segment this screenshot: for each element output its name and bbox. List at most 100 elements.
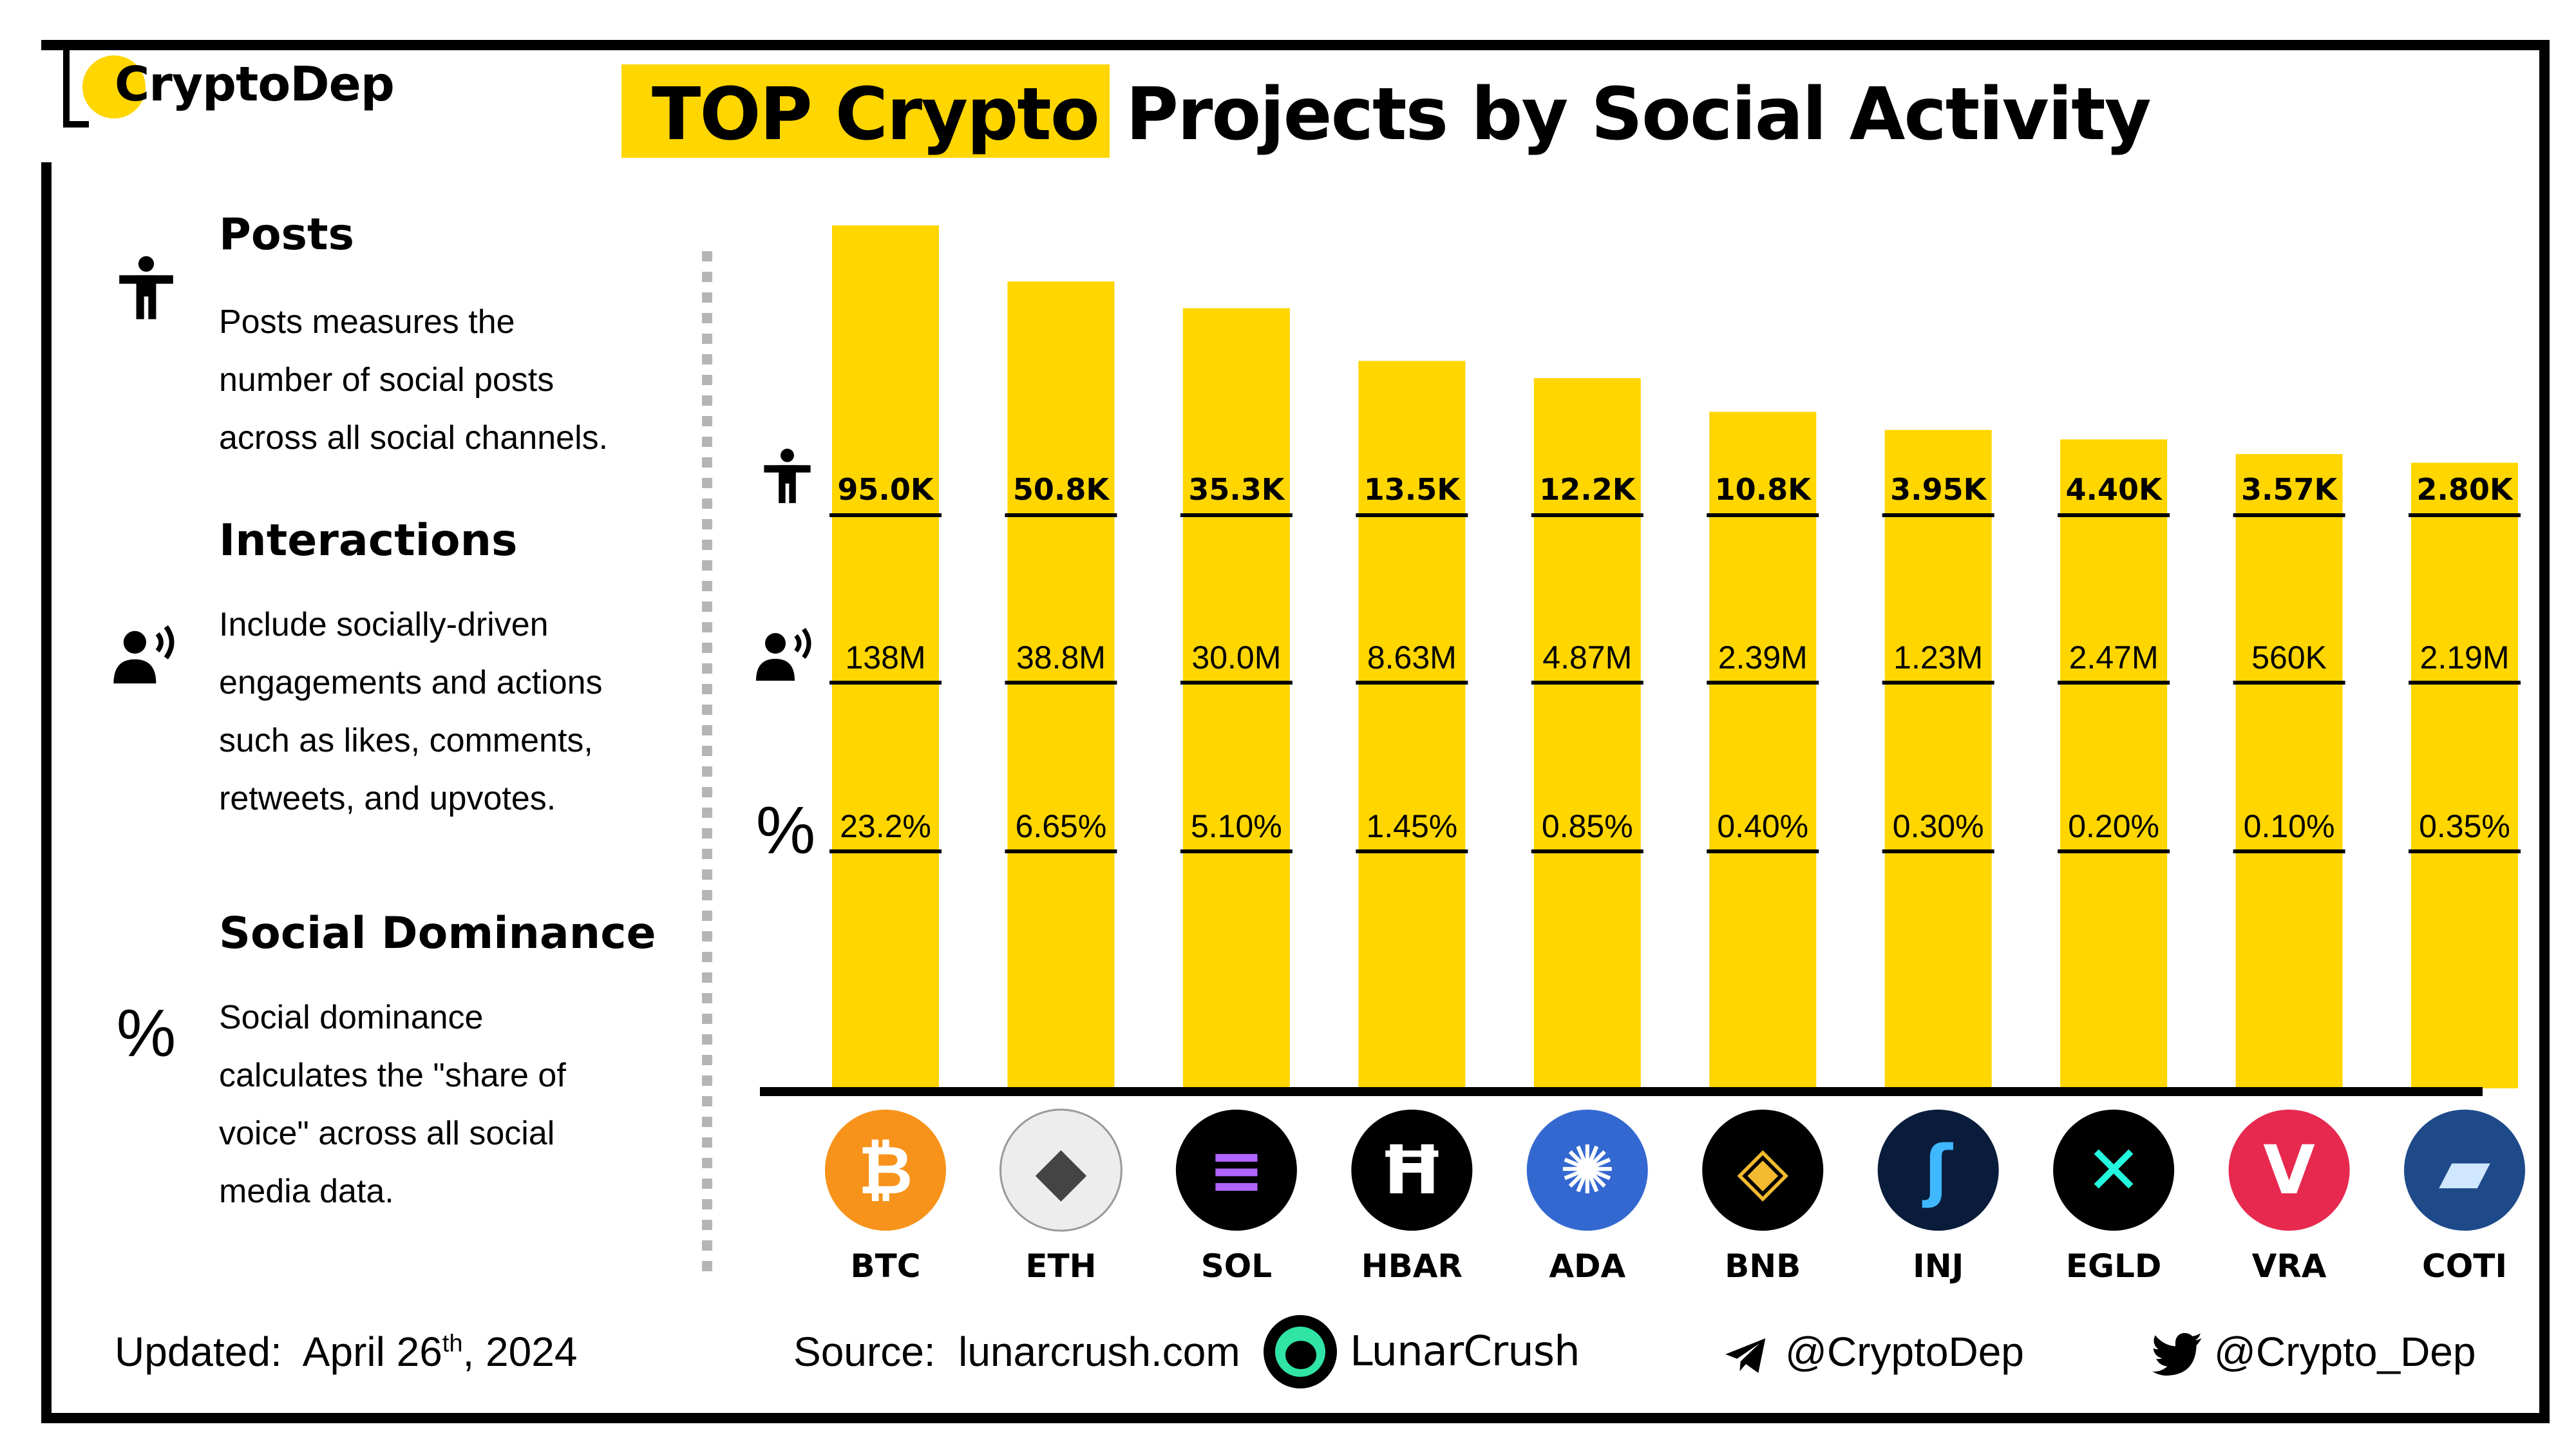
data-label-posts: 12.2K: [1539, 472, 1636, 507]
data-label-posts: 35.3K: [1188, 472, 1285, 507]
data-label-social-dominance: 0.85%: [1542, 808, 1633, 844]
bnb-icon: ◈: [1702, 1110, 1824, 1231]
legend-desc-dominance: Social dominance calculates the "share o…: [219, 989, 631, 1220]
data-label-social-dominance: 23.2%: [840, 808, 931, 844]
coin-badge: [2404, 1110, 2525, 1231]
legend-desc-posts: Posts measures the number of social post…: [219, 293, 631, 467]
bar-eth: [1007, 281, 1115, 1089]
logo-bracket: [63, 45, 89, 128]
data-label-posts: 10.8K: [1715, 472, 1812, 507]
coin-glyph: Ħ: [1379, 1131, 1444, 1209]
coin-glyph: ◈: [1737, 1131, 1788, 1209]
cardano-icon: ✺: [1526, 1110, 1648, 1231]
tick-label-hbar: HBAR: [1361, 1247, 1463, 1285]
data-label-social-dominance: 0.40%: [1717, 808, 1808, 844]
data-label-social-dominance: 0.10%: [2244, 808, 2335, 844]
telegram-handle[interactable]: @CryptoDep: [1785, 1329, 2024, 1375]
legend-title-dominance: Social Dominance: [219, 908, 656, 959]
source-label: Source:: [793, 1329, 936, 1375]
tick-label-sol: SOL: [1201, 1247, 1272, 1285]
data-label-interactions: 38.8M: [1016, 639, 1106, 676]
coin-badge: [1526, 1110, 1648, 1231]
speaking-person-icon: [113, 625, 175, 684]
legend-line: Social dominance: [219, 999, 484, 1036]
legend-line: engagements and actions: [219, 664, 603, 701]
coti-icon: ▰: [2404, 1110, 2525, 1231]
coin-badge: [1351, 1110, 1473, 1231]
coin-glyph: ▰: [2439, 1131, 2490, 1209]
multiversx-icon: ✕: [2053, 1110, 2175, 1231]
tick-label-ada: ADA: [1549, 1247, 1625, 1285]
verasity-icon: V: [2228, 1110, 2350, 1231]
updated-date-suffix: th: [442, 1330, 463, 1358]
injective-icon: ʃ: [1877, 1110, 1999, 1231]
coin-glyph: ʃ: [1922, 1131, 1953, 1209]
coin-badge: [825, 1110, 946, 1231]
bar-ada: [1533, 378, 1641, 1089]
coin-glyph: ₿: [858, 1131, 913, 1209]
data-label-interactions: 1.23M: [1893, 639, 1983, 676]
data-label-social-dominance: 0.30%: [1893, 808, 1984, 844]
data-label-social-dominance: 1.45%: [1366, 808, 1457, 844]
coin-badge: [1877, 1110, 1999, 1231]
updated-label: Updated:: [115, 1329, 282, 1375]
twitter-handle[interactable]: @Crypto_Dep: [2214, 1329, 2476, 1375]
ethereum-icon: ◆: [999, 1108, 1122, 1232]
data-label-interactions: 2.47M: [2069, 639, 2159, 676]
row-icons: %: [756, 448, 815, 868]
tick-label-bnb: BNB: [1725, 1247, 1801, 1285]
data-label-social-dominance: 0.20%: [2068, 808, 2159, 844]
legend-line: voice" across all social: [219, 1115, 555, 1152]
coin-glyph: ✺: [1559, 1131, 1615, 1209]
coin-glyph: V: [2263, 1131, 2315, 1209]
telegram-icon: [1725, 1338, 1766, 1373]
data-label-posts: 4.40K: [2066, 472, 2163, 507]
source-note: Source: lunarcrush.com: [793, 1328, 1240, 1376]
row-icon-interactions: [756, 627, 811, 681]
legend-line: media data.: [219, 1173, 394, 1210]
legend-line: Include socially-driven: [219, 606, 549, 643]
legend-line: retweets, and upvotes.: [219, 780, 556, 817]
coin-glyph: ✕: [2086, 1131, 2142, 1209]
coin-glyph: ≡: [1208, 1131, 1264, 1209]
bar-sol: [1182, 308, 1290, 1088]
legend-title-posts: Posts: [219, 209, 355, 260]
coin-badge: [1702, 1110, 1824, 1231]
bar-coti: [2411, 462, 2518, 1088]
data-label-posts: 2.80K: [2416, 472, 2514, 507]
bar-egld: [2060, 439, 2168, 1088]
tick-label-egld: EGLD: [2066, 1247, 2162, 1285]
data-label-interactions: 4.87M: [1542, 639, 1632, 676]
border-frame-left: [41, 162, 52, 1423]
data-label-interactions: 8.63M: [1367, 639, 1457, 676]
data-label-posts: 3.95K: [1890, 472, 1987, 507]
page-title: Projects by Social Activity: [1126, 73, 2152, 156]
tick-label-btc: BTC: [851, 1247, 921, 1285]
bar-inj: [1884, 430, 1992, 1088]
lunarcrush-icon: [1264, 1315, 1337, 1388]
bitcoin-icon: ₿: [825, 1110, 946, 1231]
tick-label-coti: COTI: [2422, 1247, 2507, 1285]
title-highlight: [621, 64, 1110, 158]
coin-badge: [1175, 1110, 1297, 1231]
border-frame: [41, 40, 2550, 1423]
row-icon-posts: [764, 448, 811, 504]
legend-title-interactions: Interactions: [219, 515, 518, 566]
person-icon: [119, 256, 173, 319]
bar-hbar: [1358, 361, 1466, 1088]
bar-bnb: [1709, 412, 1817, 1089]
tick-label-eth: ETH: [1025, 1247, 1096, 1285]
data-label-interactions: 2.19M: [2420, 639, 2510, 676]
data-label-interactions: 138M: [845, 639, 925, 676]
coin-glyph: ◆: [1035, 1131, 1086, 1209]
data-label-posts: 95.0K: [837, 472, 934, 507]
source-link[interactable]: lunarcrush.com: [958, 1329, 1240, 1375]
hedera-icon: Ħ: [1351, 1110, 1473, 1231]
tick-label-inj: INJ: [1913, 1247, 1964, 1285]
legend-desc-interactions: Include socially-driven engagements and …: [219, 596, 631, 828]
coin-badge: [2053, 1110, 2175, 1231]
title-highlight-text: TOP Crypto: [652, 73, 1100, 156]
data-label-interactions: 2.39M: [1718, 639, 1808, 676]
data-label-social-dominance: 6.65%: [1016, 808, 1107, 844]
